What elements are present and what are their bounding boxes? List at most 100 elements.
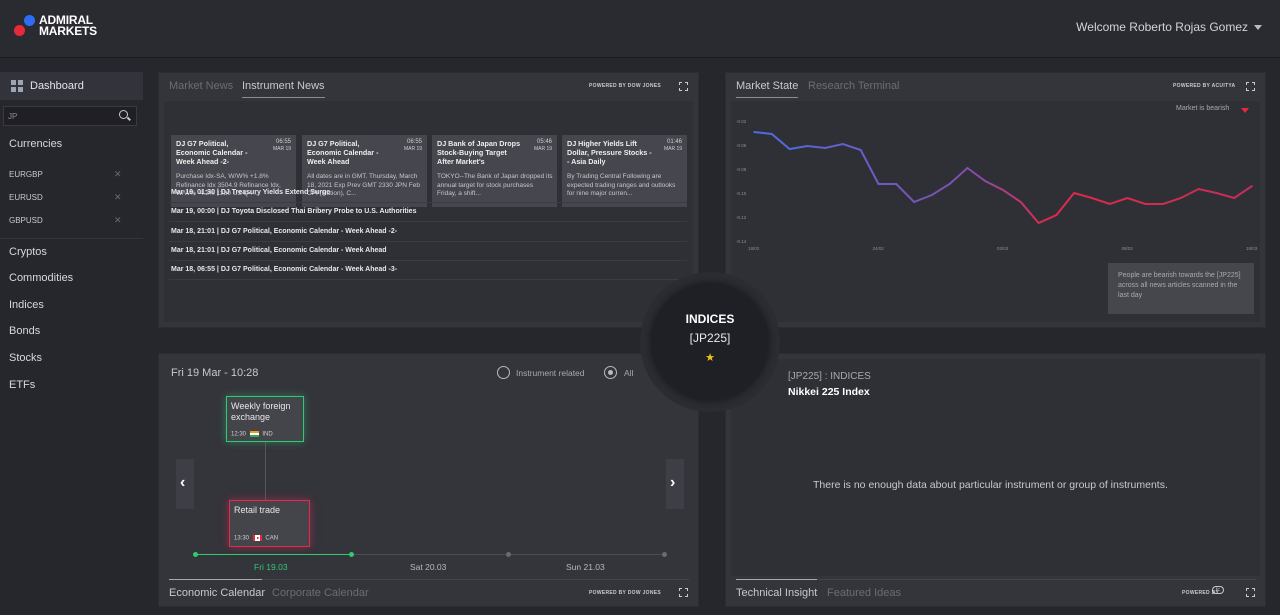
news-card-time: 06:55 (406, 139, 422, 145)
expand-icon[interactable] (1246, 588, 1255, 597)
sentiment-data-point (1233, 197, 1236, 199)
expand-icon[interactable] (1246, 82, 1255, 91)
timeline-end-dot (662, 552, 667, 557)
selected-instrument-badge[interactable]: INDICES [JP225] ★ (652, 284, 768, 400)
remove-pair-close-icon[interactable]: ✕ (114, 215, 122, 225)
sidebar-pair-eurusd[interactable]: EURUSD (9, 193, 43, 202)
day-label-fri[interactable]: Fri 19.03 (254, 562, 288, 572)
powered-by-dow-jones: POWERED BY DOW JONES (589, 83, 662, 89)
market-bearish-label: Market is bearish (1176, 105, 1230, 112)
search-icon[interactable] (119, 110, 128, 119)
powered-by-acuity: POWERED BY ACUITYA (1173, 83, 1236, 89)
calendar-current-date: Fri 19 Mar - 10:28 (171, 367, 259, 379)
technical-insight-panel: [JP225] : INDICES Nikkei 225 Index There… (725, 353, 1266, 607)
sidebar-item-commodities[interactable]: Commodities (9, 272, 74, 284)
sidebar-pair-gbpusd[interactable]: GBPUSD (9, 216, 43, 225)
sidebar-item-bonds[interactable]: Bonds (9, 325, 41, 337)
sidebar-item-cryptos[interactable]: Cryptos (9, 246, 47, 258)
tab-market-news[interactable]: Market News (169, 80, 234, 92)
news-card-date: MAR 19 (663, 146, 682, 152)
sentiment-data-point (842, 143, 844, 145)
headline-divider (169, 279, 687, 280)
tab-research-terminal[interactable]: Research Terminal (808, 80, 900, 92)
sidebar-item-dashboard[interactable]: Dashboard (0, 72, 143, 100)
chevron-left-icon: ‹ (180, 474, 186, 491)
sentiment-data-point (859, 149, 862, 151)
sidebar-item-etfs[interactable]: ETFs (9, 379, 36, 391)
remove-pair-close-icon[interactable]: ✕ (114, 169, 122, 179)
canada-flag-icon (252, 535, 262, 541)
news-headline[interactable]: Mar 18, 21:01 | DJ G7 Political, Economi… (171, 247, 387, 254)
active-tab-indicator (242, 97, 325, 98)
news-card[interactable]: DJ Higher Yields Lift Dollar, Pressure S… (562, 135, 687, 207)
sidebar-item-indices[interactable]: Indices (9, 299, 44, 311)
x-tick-label: 08/03 (1122, 246, 1134, 251)
y-tick-label: -0.08 (736, 167, 747, 172)
sentiment-data-point (753, 131, 755, 133)
expand-icon[interactable] (679, 588, 688, 597)
tab-corporate-calendar[interactable]: Corporate Calendar (272, 587, 369, 599)
calendar-next-button[interactable]: › (666, 459, 684, 509)
tab-featured-ideas[interactable]: Featured Ideas (827, 587, 901, 599)
instrument-search-box (3, 106, 137, 126)
sentiment-data-point (877, 183, 880, 185)
day-label-sat[interactable]: Sat 20.03 (410, 562, 447, 572)
tab-technical-insight[interactable]: Technical Insight (736, 587, 818, 599)
sentiment-data-point (1073, 192, 1075, 194)
chevron-down-icon[interactable] (1254, 25, 1262, 30)
expand-icon[interactable] (679, 82, 688, 91)
active-tab-indicator (736, 579, 817, 580)
remove-pair-close-icon[interactable]: ✕ (114, 192, 122, 202)
welcome-user-menu[interactable]: Welcome Roberto Rojas Gomez (1076, 20, 1248, 34)
filter-instrument-related-radio[interactable] (497, 366, 510, 379)
sentiment-data-point (984, 180, 987, 182)
timeline-current-dot (349, 552, 354, 557)
sentiment-data-point (1180, 197, 1182, 199)
tab-instrument-news[interactable]: Instrument News (242, 80, 325, 92)
news-card-body: Purchase Idx-SA, W/W% +1.8% Refinance Id… (176, 173, 281, 197)
sentiment-data-point (806, 145, 809, 147)
filter-all-label[interactable]: All (624, 368, 634, 378)
news-card-time: 01:46 (666, 139, 682, 145)
instrument-category-line: [JP225] : INDICES (788, 371, 871, 382)
news-headline[interactable]: Mar 19, 01:30 | DJ Treasury Yields Exten… (171, 189, 331, 196)
news-card-title: DJ Bank of Japan Drops Stock-Buying Targ… (437, 139, 521, 166)
sentiment-data-point (1019, 201, 1022, 203)
sentiment-data-point (1108, 203, 1111, 205)
powered-by-dow-jones: POWERED BY DOW JONES (589, 590, 662, 596)
x-tick-label: 18/02 (748, 246, 760, 251)
news-card[interactable]: DJ G7 Political, Economic Calendar - Wee… (171, 135, 296, 207)
filter-all-radio[interactable] (604, 366, 617, 379)
event-meta: 13:30 CAN (234, 535, 278, 542)
favorite-star-icon[interactable]: ★ (705, 352, 715, 364)
news-card-body: All dates are in GMT. Thursday, March 18… (307, 173, 420, 197)
x-tick-label: 24/02 (873, 246, 885, 251)
day-label-sun[interactable]: Sun 21.03 (566, 562, 605, 572)
news-headline[interactable]: Mar 19, 00:00 | DJ Toyota Disclosed Thai… (171, 208, 417, 215)
news-card[interactable]: DJ Bank of Japan Drops Stock-Buying Targ… (432, 135, 557, 207)
instrument-symbol: [JP225] (689, 331, 731, 345)
news-card-date: MAR 19 (533, 146, 552, 152)
news-headline[interactable]: Mar 18, 06:55 | DJ G7 Political, Economi… (171, 266, 398, 273)
sidebar-item-currencies[interactable]: Currencies (9, 138, 63, 150)
sentiment-data-point (1091, 197, 1093, 199)
insight-content: [JP225] : INDICES Nikkei 225 Index There… (731, 359, 1260, 576)
sidebar-pair-eurgbp[interactable]: EURGBP (9, 170, 43, 179)
sidebar-item-stocks[interactable]: Stocks (9, 352, 43, 364)
calendar-prev-button[interactable]: ‹ (176, 459, 194, 509)
tab-market-state[interactable]: Market State (736, 80, 799, 92)
bearish-summary-box: People are bearish towards the [JP225] a… (1108, 263, 1254, 314)
sentiment-data-point (913, 201, 915, 203)
filter-instrument-related-label[interactable]: Instrument related (516, 368, 585, 378)
news-card[interactable]: DJ G7 Political, Economic Calendar - Wee… (302, 135, 427, 207)
instrument-name: Nikkei 225 Index (788, 386, 870, 398)
sentiment-data-point (1055, 214, 1058, 216)
top-bar: ADMIRAL MARKETS Welcome Roberto Rojas Go… (0, 0, 1280, 58)
event-card-weekly-foreign-exchange[interactable]: Weekly foreign exchange 12:30 IND (226, 396, 304, 442)
news-headline[interactable]: Mar 18, 21:01 | DJ G7 Political, Economi… (171, 228, 398, 235)
timeline-elapsed (195, 554, 351, 555)
search-input[interactable] (8, 110, 108, 123)
tab-economic-calendar[interactable]: Economic Calendar (169, 587, 265, 599)
event-card-retail-trade[interactable]: Retail trade 13:30 CAN (229, 500, 310, 547)
admiral-markets-logo[interactable]: ADMIRAL MARKETS (14, 14, 114, 41)
